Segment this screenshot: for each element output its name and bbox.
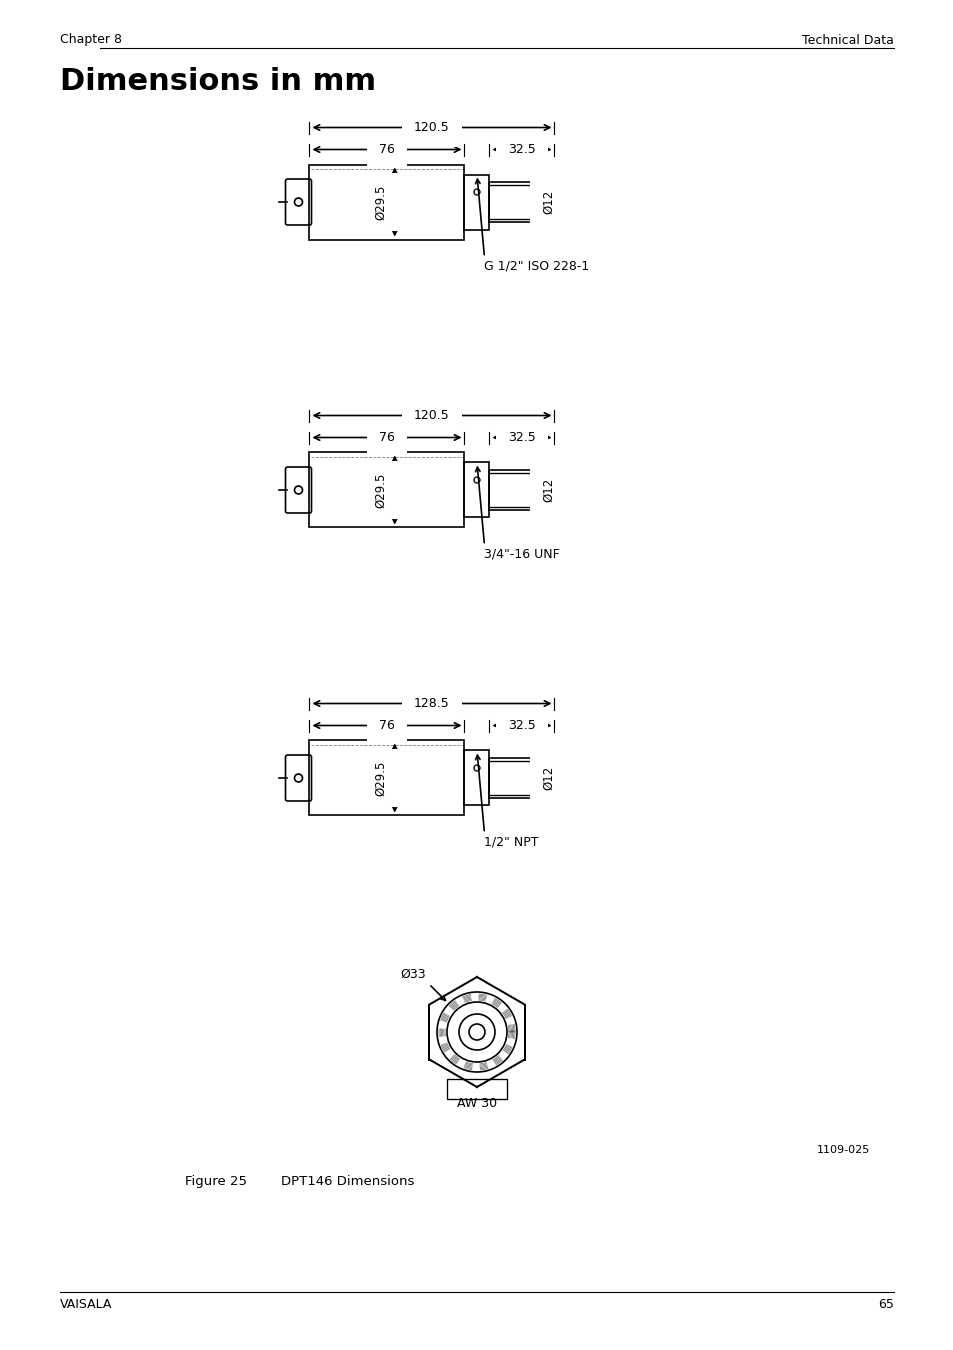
Text: Chapter 8: Chapter 8 [60,34,122,46]
Bar [489,182,554,221]
Bar [447,1079,506,1099]
Text: Ø12: Ø12 [541,190,555,215]
Text: AW 30: AW 30 [456,1098,497,1110]
Text: 32.5: 32.5 [508,431,536,444]
Text: 32.5: 32.5 [508,720,536,732]
Bar [309,452,464,528]
Text: Technical Data: Technical Data [801,34,893,46]
Text: 120.5: 120.5 [414,122,450,134]
Text: Ø12: Ø12 [541,765,555,790]
Text: Ø29.5: Ø29.5 [374,185,387,220]
Text: G 1/2" ISO 228-1: G 1/2" ISO 228-1 [484,259,589,273]
Text: 65: 65 [877,1299,893,1311]
Text: 32.5: 32.5 [508,143,536,157]
Bar [489,470,554,510]
Text: 3/4"-16 UNF: 3/4"-16 UNF [484,548,559,560]
Bar [464,463,489,517]
Text: 76: 76 [378,431,395,444]
Text: 76: 76 [378,143,395,157]
Bar [309,165,464,239]
Bar [464,174,489,230]
Text: Ø33: Ø33 [400,968,426,981]
Text: VAISALA: VAISALA [60,1299,112,1311]
Text: 1109-025: 1109-025 [816,1145,869,1156]
Text: 76: 76 [378,720,395,732]
Text: 120.5: 120.5 [414,409,450,423]
Text: Ø29.5: Ø29.5 [374,472,387,508]
Text: 1/2" NPT: 1/2" NPT [484,836,538,849]
Bar [464,751,489,806]
Text: Dimensions in mm: Dimensions in mm [60,68,375,96]
Bar [489,757,554,798]
Text: Ø29.5: Ø29.5 [374,760,387,795]
Text: Ø12: Ø12 [541,478,555,502]
Text: Figure 25        DPT146 Dimensions: Figure 25 DPT146 Dimensions [185,1176,414,1188]
Bar [309,741,464,815]
Text: 128.5: 128.5 [414,697,450,710]
